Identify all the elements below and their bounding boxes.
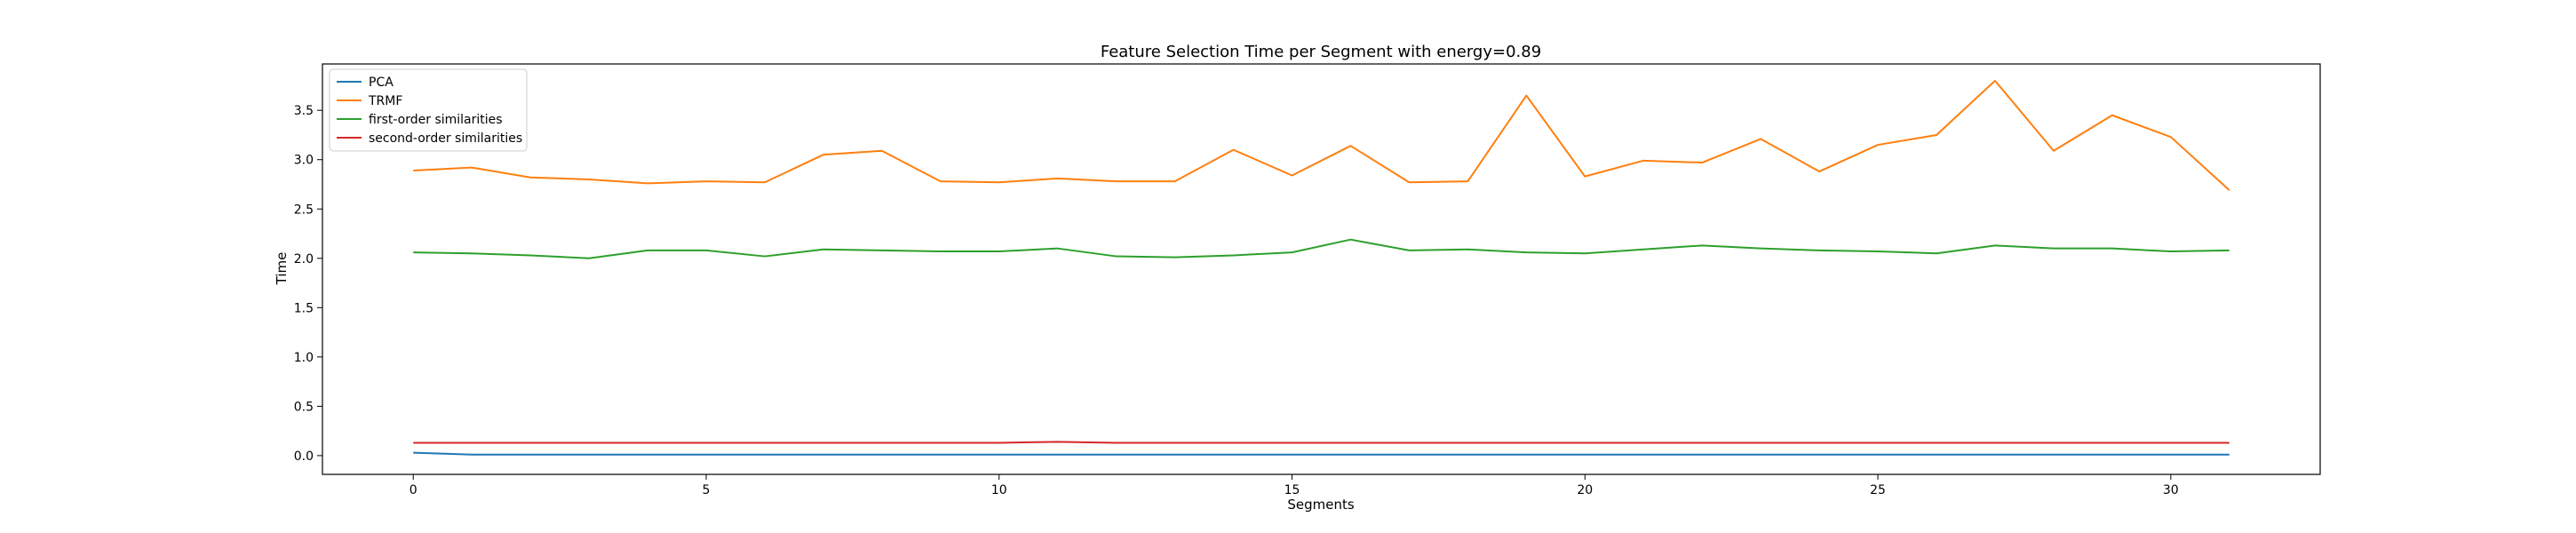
- y-tick-label: 0.5: [294, 400, 314, 414]
- x-tick-label: 5: [703, 483, 711, 497]
- x-tick-label: 0: [409, 483, 417, 497]
- series-line-1: [413, 79, 2230, 191]
- y-tick-label: 1.0: [294, 351, 314, 365]
- plot-frame: [322, 63, 2321, 475]
- plot-area: [322, 63, 2321, 475]
- series-group: [413, 79, 2230, 456]
- y-axis: 0.0 0.5 1.0 1.5 2.0 2.5 3.0 3.5: [294, 104, 322, 464]
- y-tick-label: 2.5: [294, 203, 314, 217]
- x-tick-label: 20: [1577, 483, 1593, 497]
- legend: PCA TRMF first-order similarities second-or…: [329, 68, 528, 152]
- x-axis-label: Segments: [1287, 497, 1355, 513]
- chart-title: Feature Selection Time per Segment with …: [1101, 43, 1541, 61]
- y-tick-label: 1.5: [294, 301, 314, 315]
- x-axis: 0 5 10 15 20 25 30: [409, 474, 2179, 497]
- x-tick-label: 30: [2163, 483, 2179, 497]
- legend-label: PCA: [369, 76, 394, 90]
- y-tick-label: 2.0: [294, 252, 314, 266]
- y-tick-label: 3.0: [294, 154, 314, 168]
- legend-label: TRMF: [368, 94, 402, 108]
- y-tick-label: 0.0: [294, 449, 314, 464]
- x-tick-label: 10: [991, 483, 1007, 497]
- y-axis-label: Time: [274, 252, 290, 286]
- legend-label: first-order similarities: [369, 113, 503, 127]
- series-line-0: [413, 451, 2230, 456]
- series-line-2: [413, 238, 2230, 259]
- legend-label: second-order similarities: [369, 131, 522, 146]
- legend-box: [329, 68, 528, 152]
- x-tick-label: 15: [1284, 483, 1300, 497]
- y-tick-label: 3.5: [294, 104, 314, 118]
- x-tick-label: 25: [1870, 483, 1886, 497]
